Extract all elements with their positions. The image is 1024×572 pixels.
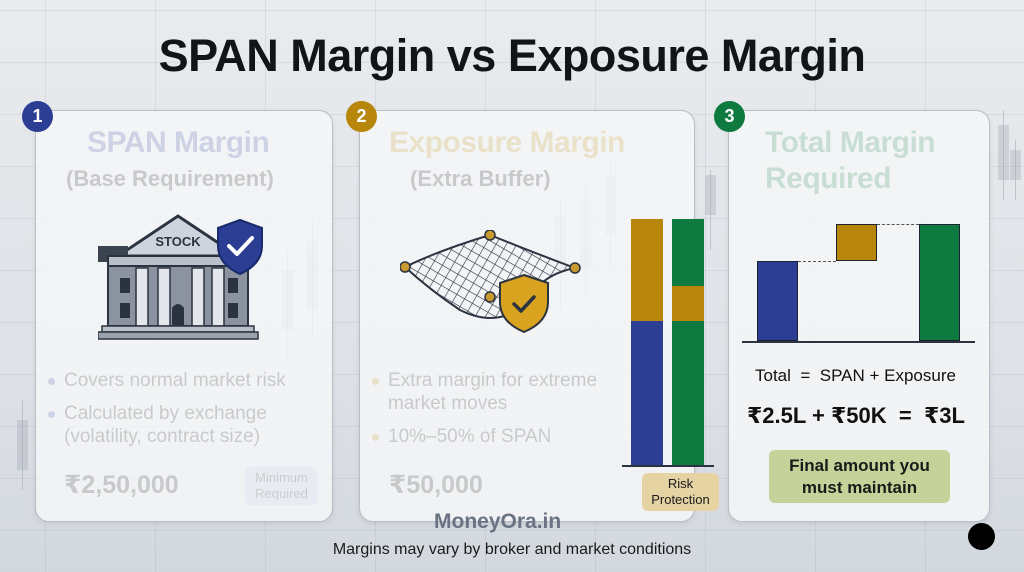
safety-net-icon — [400, 230, 581, 334]
svg-text:STOCK: STOCK — [155, 234, 201, 249]
step-badge-2: 2 — [346, 101, 377, 132]
page-title: SPAN Margin vs Exposure Margin — [158, 30, 866, 81]
risk-protection-tag: Risk Protection — [642, 473, 719, 511]
bar-span-base — [631, 321, 663, 466]
span-margin-card — [35, 110, 333, 522]
waterfall-total-bar — [919, 224, 960, 341]
chart-baseline — [742, 341, 975, 343]
cursor-dot-icon — [968, 523, 995, 550]
connector-line — [798, 261, 836, 262]
final-amount-tag: Final amount you must maintain — [769, 450, 950, 503]
bar-exposure-mid — [672, 286, 704, 321]
chart-baseline — [622, 465, 714, 467]
bar-total-base — [672, 321, 704, 466]
step-badge-1: 1 — [22, 101, 53, 132]
bar-exposure-top — [631, 219, 663, 321]
step-badge-3: 3 — [714, 101, 745, 132]
calculation-text: ₹2.5L + ₹50K = ₹3L — [747, 403, 965, 428]
footer-disclaimer: Margins may vary by broker and market co… — [332, 541, 692, 558]
waterfall-exposure-bar — [836, 224, 877, 261]
connector-line — [877, 224, 919, 225]
watermark-logo: MoneyOra.in — [434, 510, 562, 533]
bar-total-top — [672, 219, 704, 286]
formula-text: Total = SPAN + Exposure — [755, 366, 956, 385]
waterfall-span-bar — [757, 261, 798, 341]
stock-exchange-building-icon: STOCK — [98, 214, 263, 340]
